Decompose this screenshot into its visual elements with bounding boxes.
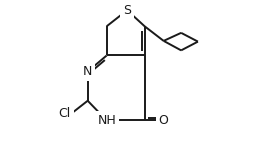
Text: O: O bbox=[159, 114, 169, 127]
Text: Cl: Cl bbox=[59, 107, 71, 120]
Text: N: N bbox=[83, 65, 92, 78]
Text: S: S bbox=[123, 4, 131, 17]
Text: NH: NH bbox=[97, 114, 116, 127]
